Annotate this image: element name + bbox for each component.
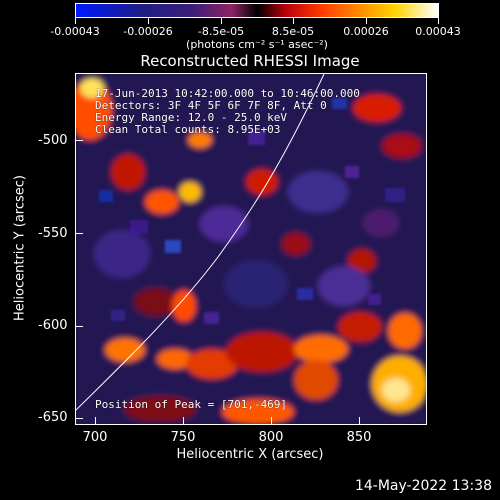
bright-region <box>246 169 278 195</box>
bright-region <box>348 249 376 273</box>
dim-region <box>288 171 348 213</box>
bright-region <box>282 233 310 255</box>
solar-limb-line <box>76 74 325 411</box>
colorbar-tick <box>75 18 76 24</box>
texture-cell <box>385 188 405 202</box>
pixel-texture <box>99 98 405 324</box>
x-tick-label: 800 <box>258 430 284 445</box>
y-tick-label: -500 <box>38 133 68 148</box>
colorbar-tick-label: -8.5e-05 <box>197 25 245 38</box>
bright-region <box>105 338 145 362</box>
dim-region <box>363 209 399 237</box>
y-tick-label: -600 <box>38 318 68 333</box>
texture-cell <box>345 166 359 178</box>
y-tick-label: -650 <box>38 410 68 425</box>
x-tick-label: 750 <box>170 430 196 445</box>
rhessi-image <box>76 74 426 424</box>
dim-region <box>200 206 248 242</box>
texture-cell <box>368 294 381 305</box>
bright-region <box>353 94 401 122</box>
bright-region <box>222 399 294 424</box>
texture-cell <box>204 312 219 324</box>
texture-cell <box>99 190 113 202</box>
bright-region <box>145 190 179 214</box>
timestamp-footer: 14-May-2022 13:38 <box>354 478 492 494</box>
dim-region <box>94 230 150 278</box>
bright-region <box>382 134 422 158</box>
bright-region <box>226 332 298 372</box>
bright-region <box>157 349 193 369</box>
y-tick-label: -550 <box>38 226 68 241</box>
texture-cell <box>165 240 181 253</box>
texture-cell <box>332 98 347 109</box>
colorbar-tick <box>221 18 222 24</box>
x-axis-label: Heliocentric X (arcsec) <box>176 447 324 462</box>
colorbar-tick <box>293 18 294 24</box>
peak-position-text: Position of Peak = [701,-469] <box>95 398 288 411</box>
colorbar-tick-label: 0.00043 <box>415 25 461 38</box>
x-tick-label: 700 <box>82 430 108 445</box>
x-tick-label: 850 <box>346 430 372 445</box>
metadata-line-counts: Clean Total counts: 8.95E+03 <box>95 123 281 136</box>
dim-region <box>318 266 370 306</box>
colorbar-tick-label: -0.00043 <box>50 25 100 38</box>
metadata-line-energy: Energy Range: 12.0 - 25.0 keV <box>95 111 288 124</box>
plot-title: Reconstructed RHESSI Image <box>140 52 360 70</box>
texture-cell <box>111 310 125 321</box>
bright-region <box>186 349 238 379</box>
bright-region <box>338 312 382 342</box>
colorbar <box>75 3 439 18</box>
texture-cell <box>248 130 265 145</box>
colorbar-tick <box>438 18 439 24</box>
bright-region <box>124 396 196 422</box>
bright-region <box>134 288 178 316</box>
colorbar-tick-label: 0.00026 <box>343 25 389 38</box>
y-axis-label: Heliocentric Y (arcsec) <box>12 175 28 321</box>
bright-region <box>172 290 196 322</box>
colorbar-ticks <box>75 18 439 24</box>
bright-region <box>188 132 212 148</box>
dim-region <box>224 260 288 308</box>
bright-region <box>294 335 348 363</box>
bright-region <box>294 360 338 400</box>
metadata-line-detectors: Detectors: 3F 4F 5F 6F 7F 8F, Att 0 <box>95 99 327 112</box>
texture-cell <box>130 220 148 234</box>
colorbar-unit-label: (photons cm⁻² s⁻¹ asec⁻²) <box>186 38 328 51</box>
bright-region <box>382 378 410 402</box>
colorbar-tick-label: -0.00026 <box>123 25 173 38</box>
bright-region <box>111 154 145 190</box>
colorbar-tick-label: 8.5e-05 <box>271 25 315 38</box>
bright-region <box>388 313 422 349</box>
texture-cell <box>297 288 313 300</box>
colorbar-tick <box>148 18 149 24</box>
image-metadata: 17-Jun-2013 10:42:00.000 to 10:46:00.000… <box>95 88 360 136</box>
bright-region <box>179 182 201 202</box>
metadata-line-time: 17-Jun-2013 10:42:00.000 to 10:46:00.000 <box>95 87 360 100</box>
colorbar-tick <box>366 18 367 24</box>
bright-region <box>80 78 104 98</box>
image-plot-area <box>75 73 427 425</box>
